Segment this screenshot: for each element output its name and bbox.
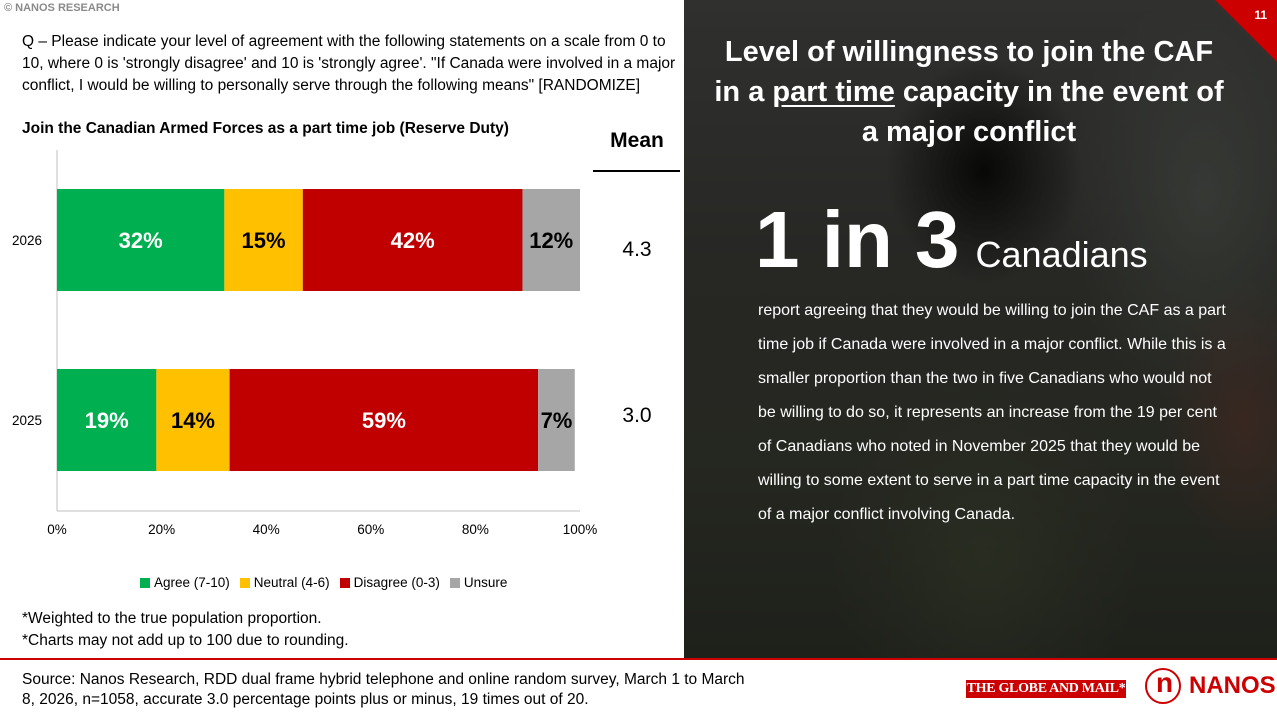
bar-segment xyxy=(57,369,157,471)
legend-item: Agree (7-10) xyxy=(140,575,230,590)
copyright-label: © NANOS RESEARCH xyxy=(4,2,120,14)
data-label: 42% xyxy=(391,228,435,253)
headline-part-2: capacity in the event of a major conflic… xyxy=(861,76,1224,148)
big-stat-number: 1 in 3 xyxy=(755,195,960,284)
category-label: 2026 xyxy=(12,233,42,248)
big-stat: 1 in 3 Canadians xyxy=(755,194,1148,286)
legend-swatch xyxy=(449,577,460,588)
data-label: 12% xyxy=(529,228,573,253)
data-label: 32% xyxy=(119,228,163,253)
legend-swatch xyxy=(140,577,150,588)
x-tick-label: 40% xyxy=(253,522,280,537)
panel-headline: Level of willingness to join the CAF in … xyxy=(712,32,1226,152)
globe-and-mail-logo: THE GLOBE AND MAIL* xyxy=(966,680,1126,698)
bar-segment xyxy=(302,189,523,291)
category-label: 2025 xyxy=(12,413,42,428)
nanos-n-icon xyxy=(1145,667,1181,704)
headline-part-1: Level of willingness to join the CAF in … xyxy=(714,36,1214,108)
data-label: 14% xyxy=(171,408,215,433)
mean-value-2025: 3.0 xyxy=(622,404,652,427)
legend-swatch xyxy=(339,577,350,588)
bar-segment xyxy=(522,189,580,291)
chart-subtitle: Join the Canadian Armed Forces as a part… xyxy=(22,120,509,137)
bar-segment xyxy=(57,189,225,291)
stacked-bar-chart: 0% 20% 40% 60% 80% 100% 2026 32% 15% 42% 12% 2025 19… xyxy=(12,150,598,537)
panel-body-text: report agreeing that they would be willi… xyxy=(758,302,1226,523)
data-label: 15% xyxy=(242,228,286,253)
mean-value-2026: 4.3 xyxy=(622,238,652,261)
footnote-weighted: *Weighted to the true population proport… xyxy=(22,610,322,627)
page-number: 11 xyxy=(1254,8,1267,22)
legend-label: Disagree (0-3) xyxy=(353,575,440,590)
nanos-logo-text: NANOS xyxy=(1189,672,1276,699)
background-photo-panel xyxy=(684,0,1277,658)
bar-segment xyxy=(224,189,303,291)
footnote-rounding: *Charts may not add up to 100 due to rou… xyxy=(22,632,349,649)
data-label: 59% xyxy=(362,408,406,433)
legend-item: Neutral (4-6) xyxy=(239,575,330,590)
legend-label: Neutral (4-6) xyxy=(253,575,330,590)
legend-label: Agree (7-10) xyxy=(154,575,230,590)
corner-tab xyxy=(1215,0,1277,62)
mean-divider xyxy=(593,170,680,172)
x-tick-label: 80% xyxy=(462,522,489,537)
data-label: 7% xyxy=(541,408,573,433)
mean-header: Mean xyxy=(610,129,664,152)
x-tick-label: 20% xyxy=(148,522,175,537)
legend-item: Disagree (0-3) xyxy=(339,575,440,590)
survey-question: Q – Please indicate your level of agreem… xyxy=(22,33,676,94)
headline-underlined: part time xyxy=(772,76,895,108)
legend-label: Unsure xyxy=(463,575,508,590)
chart-legend: Agree (7-10) Neutral (4-6) Disagree (0-3) U… xyxy=(140,575,507,590)
nanos-logo: NANOS xyxy=(1145,667,1276,704)
bar-segment xyxy=(156,369,230,471)
source-note: Source: Nanos Research, RDD dual frame h… xyxy=(22,671,745,708)
data-label: 19% xyxy=(85,408,129,433)
x-tick-label: 60% xyxy=(357,522,384,537)
bar-segment xyxy=(538,369,575,471)
big-stat-unit: Canadians xyxy=(975,234,1148,275)
legend-swatch xyxy=(239,577,250,588)
bar-segment xyxy=(229,369,539,471)
x-tick-label: 0% xyxy=(47,522,67,537)
x-tick-label: 100% xyxy=(563,522,598,537)
legend-item: Unsure xyxy=(449,575,508,590)
bottom-divider xyxy=(0,658,1277,660)
